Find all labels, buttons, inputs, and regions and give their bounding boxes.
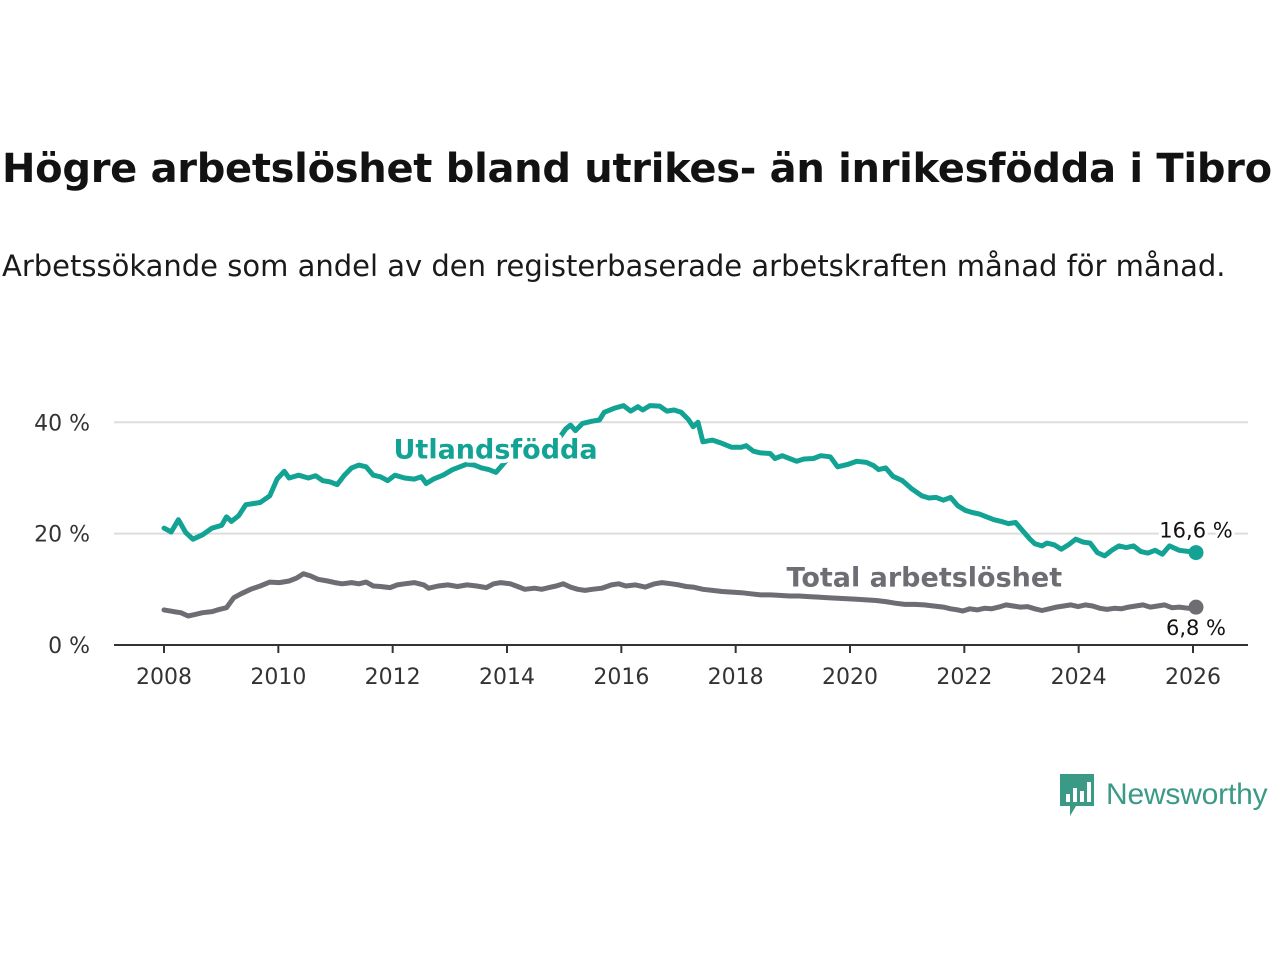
end-value-label: 6,8 % — [1166, 616, 1226, 640]
brand-name: Newsworthy — [1106, 778, 1268, 811]
x-tick-label: 2024 — [1051, 665, 1107, 690]
series-label-halo: Utlandsfödda — [394, 434, 598, 465]
x-tick-label: 2008 — [136, 665, 192, 690]
chart-logo-icon — [1060, 774, 1094, 816]
line-chart: 0 % 20 % 40 % 2008 2010 2012 2014 2016 2018 2020… — [34, 403, 1248, 690]
series-end-dot — [1188, 545, 1204, 561]
series-lines — [161, 403, 1204, 619]
x-tick-label: 2022 — [936, 665, 992, 690]
newsworthy-logo: Newsworthy — [1058, 772, 1268, 818]
series-line-total — [161, 571, 1199, 619]
grid-lines — [114, 421, 1248, 535]
y-axis: 0 % 20 % 40 % — [34, 411, 90, 659]
y-tick-label: 0 % — [48, 634, 90, 659]
series-end-dot — [1188, 599, 1204, 615]
x-tick-label: 2026 — [1165, 665, 1221, 690]
x-tick-label: 2012 — [365, 665, 421, 690]
series-label: Total arbetslöshet — [786, 563, 1062, 594]
end-value-halo: 16,6 % — [1159, 519, 1232, 543]
x-axis: 2008 2010 2012 2014 2016 2018 2020 2022 2024 2026 — [114, 644, 1248, 690]
series-label: Utlandsfödda — [394, 434, 598, 465]
end-value-label: 16,6 % — [1159, 519, 1232, 543]
chart-title: Högre arbetslöshet bland utrikes- än inr… — [2, 146, 1272, 192]
y-tick-label: 20 % — [34, 523, 90, 548]
x-tick-label: 2020 — [822, 665, 878, 690]
x-tick-label: 2018 — [708, 665, 764, 690]
y-tick-label: 40 % — [34, 411, 90, 436]
chart-subtitle: Arbetssökande som andel av den registerb… — [2, 249, 1226, 283]
x-tick-label: 2016 — [593, 665, 649, 690]
end-value-halo: 6,8 % — [1166, 616, 1226, 640]
x-tick-label: 2010 — [250, 665, 306, 690]
x-tick-label: 2014 — [479, 665, 535, 690]
series-line-utlandsfodda — [161, 403, 1199, 559]
series-label-halo: Total arbetslöshet — [786, 563, 1062, 594]
